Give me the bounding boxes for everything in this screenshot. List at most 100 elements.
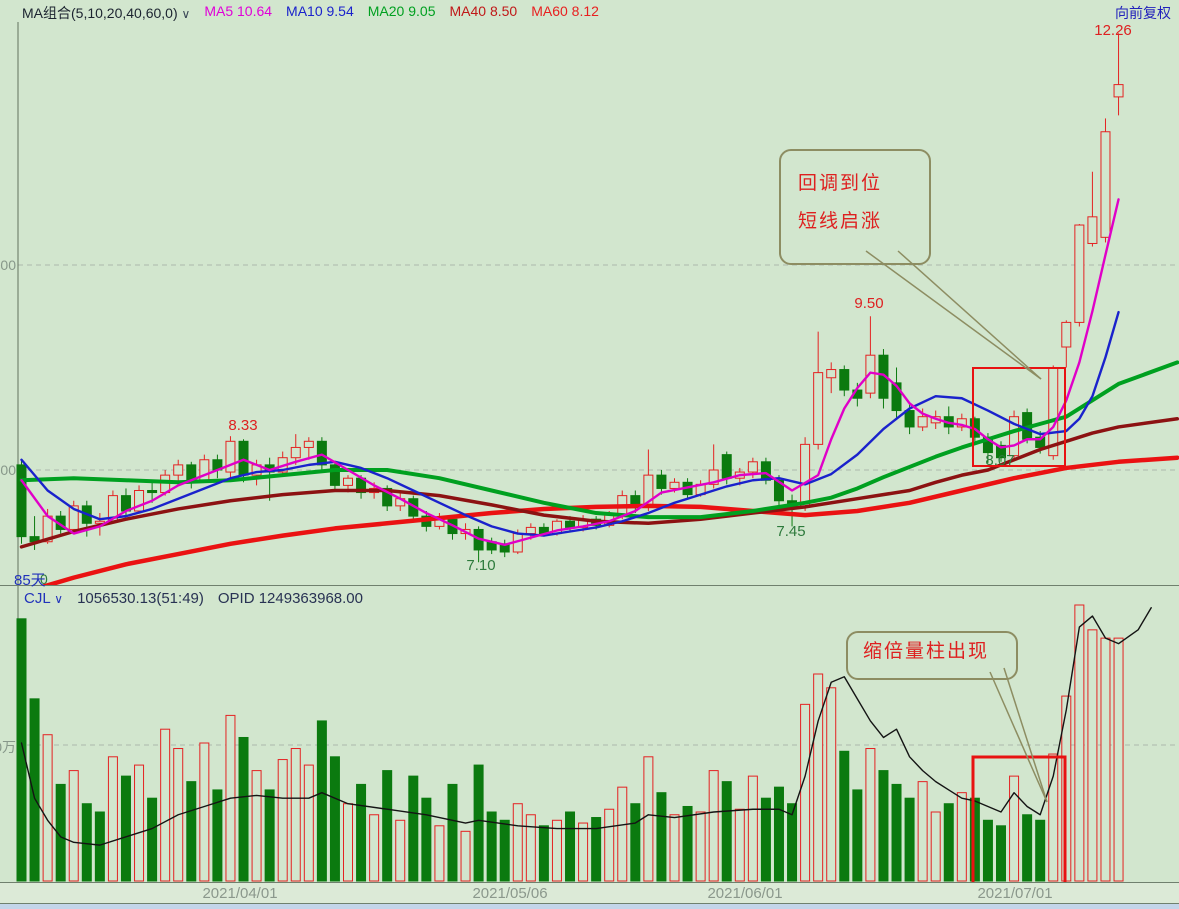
candle[interactable] bbox=[16, 459, 27, 544]
volume-bar[interactable] bbox=[264, 789, 275, 882]
volume-bar[interactable] bbox=[525, 814, 536, 882]
volume-bar[interactable] bbox=[1009, 775, 1020, 882]
volume-bar[interactable] bbox=[120, 775, 131, 882]
candle[interactable] bbox=[199, 454, 210, 483]
volume-bar[interactable] bbox=[538, 825, 549, 882]
candle[interactable] bbox=[186, 461, 197, 489]
volume-bar[interactable] bbox=[473, 764, 484, 882]
volume-bar[interactable] bbox=[107, 756, 118, 882]
volume-bar[interactable] bbox=[760, 797, 771, 882]
volume-bar[interactable] bbox=[369, 814, 380, 882]
volume-bar[interactable] bbox=[800, 703, 811, 882]
ma-combo-dropdown[interactable]: MA组合(5,10,20,40,60,0) ∨ bbox=[22, 3, 190, 23]
cjl-dropdown[interactable]: CJL ∨ bbox=[24, 590, 63, 607]
volume-bar[interactable] bbox=[996, 825, 1006, 882]
candle[interactable] bbox=[329, 461, 340, 491]
candle[interactable] bbox=[290, 434, 301, 465]
volume-bar[interactable] bbox=[682, 805, 693, 882]
volume-bar[interactable] bbox=[721, 781, 732, 882]
volume-bar[interactable] bbox=[982, 819, 993, 882]
candle[interactable] bbox=[1113, 33, 1124, 116]
volume-bar[interactable] bbox=[1035, 819, 1046, 882]
candle[interactable] bbox=[499, 539, 510, 558]
volume-bar[interactable] bbox=[303, 764, 314, 882]
volume-bar[interactable] bbox=[212, 789, 223, 882]
volume-bar[interactable] bbox=[1087, 629, 1098, 882]
volume-bar[interactable] bbox=[356, 783, 367, 882]
pane-divider[interactable] bbox=[0, 585, 1179, 586]
volume-bar[interactable] bbox=[512, 803, 523, 882]
volume-bar[interactable] bbox=[578, 822, 589, 882]
volume-bar[interactable] bbox=[708, 770, 719, 882]
volume-bar[interactable] bbox=[669, 814, 680, 882]
volume-bar[interactable] bbox=[617, 786, 628, 882]
volume-bar[interactable] bbox=[395, 819, 406, 882]
volume-bar[interactable] bbox=[1022, 814, 1033, 882]
volume-bar[interactable] bbox=[134, 764, 145, 882]
volume-bar[interactable] bbox=[643, 756, 654, 882]
candle[interactable] bbox=[1009, 410, 1020, 460]
candle[interactable] bbox=[813, 331, 824, 450]
volume-bar[interactable] bbox=[630, 803, 641, 882]
volume-bar[interactable] bbox=[551, 819, 562, 882]
volume-bar[interactable] bbox=[68, 770, 79, 882]
volume-bar[interactable] bbox=[891, 783, 902, 882]
volume-bar[interactable] bbox=[434, 825, 445, 882]
volume-bar[interactable] bbox=[238, 736, 249, 882]
volume-bar[interactable] bbox=[969, 797, 980, 882]
volume-bar[interactable] bbox=[787, 803, 798, 882]
candle[interactable] bbox=[891, 367, 902, 419]
volume-bar[interactable] bbox=[604, 808, 615, 882]
volume-bar[interactable] bbox=[290, 748, 301, 882]
volume-bar[interactable] bbox=[160, 728, 171, 882]
candle[interactable] bbox=[134, 485, 145, 514]
candle[interactable] bbox=[826, 362, 837, 394]
volume-bar[interactable] bbox=[917, 781, 928, 882]
candle[interactable] bbox=[943, 406, 954, 435]
candle[interactable] bbox=[800, 437, 811, 511]
candle[interactable] bbox=[225, 436, 236, 479]
volume-bar[interactable] bbox=[147, 797, 158, 882]
candle[interactable] bbox=[212, 454, 223, 479]
volume-bar[interactable] bbox=[591, 817, 602, 882]
candle[interactable] bbox=[1087, 171, 1098, 247]
candle[interactable] bbox=[956, 413, 967, 432]
candle[interactable] bbox=[1100, 118, 1111, 243]
volume-bar[interactable] bbox=[29, 698, 40, 882]
volume-bar[interactable] bbox=[186, 781, 197, 882]
candle[interactable] bbox=[277, 451, 288, 476]
volume-bar[interactable] bbox=[343, 803, 353, 882]
volume-bar[interactable] bbox=[199, 742, 210, 882]
volume-bar[interactable] bbox=[499, 819, 510, 882]
candle[interactable] bbox=[303, 437, 314, 460]
volume-bar[interactable] bbox=[16, 618, 27, 882]
volume-bar[interactable] bbox=[486, 811, 497, 882]
candle[interactable] bbox=[68, 500, 79, 532]
volume-bar[interactable] bbox=[930, 811, 941, 882]
volume-bar[interactable] bbox=[943, 803, 954, 882]
volume-bar[interactable] bbox=[94, 811, 105, 882]
volume-bar[interactable] bbox=[316, 720, 327, 882]
volume-bar[interactable] bbox=[1048, 753, 1059, 882]
volume-bar[interactable] bbox=[1074, 604, 1085, 882]
volume-bar[interactable] bbox=[734, 808, 745, 882]
volume-bar[interactable] bbox=[421, 797, 432, 882]
candle[interactable] bbox=[839, 365, 850, 397]
candle[interactable] bbox=[996, 441, 1006, 462]
volume-bar[interactable] bbox=[251, 770, 262, 882]
volume-bar[interactable] bbox=[565, 811, 576, 882]
adjust-mode-button[interactable]: 向前复权 bbox=[1115, 5, 1171, 21]
volume-bar[interactable] bbox=[695, 811, 706, 882]
volume-bar[interactable] bbox=[55, 783, 66, 882]
volume-bar[interactable] bbox=[878, 770, 889, 882]
volume-bar[interactable] bbox=[839, 750, 850, 882]
x-axis-strip[interactable]: 2021/04/01 2021/05/06 2021/06/01 2021/07/01 bbox=[0, 882, 1179, 904]
volume-bar[interactable] bbox=[408, 775, 419, 882]
volume-bar[interactable] bbox=[773, 786, 784, 882]
volume-bar[interactable] bbox=[460, 830, 471, 882]
volume-bar[interactable] bbox=[865, 748, 876, 882]
volume-bar[interactable] bbox=[826, 687, 837, 882]
volume-bar[interactable] bbox=[813, 673, 824, 882]
candle[interactable] bbox=[865, 316, 876, 399]
